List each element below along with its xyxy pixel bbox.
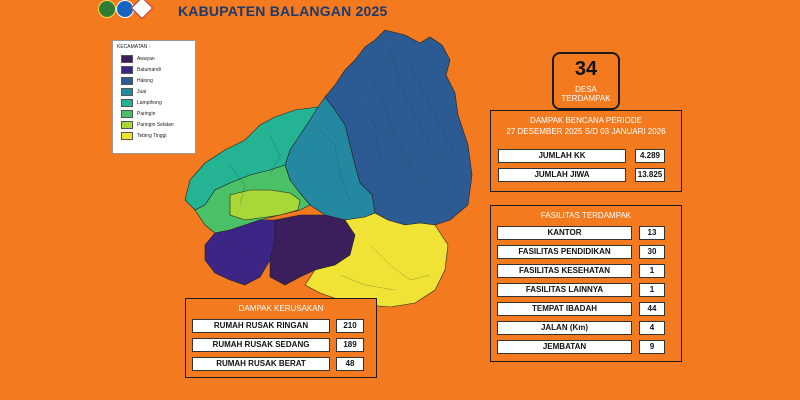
jumlah-jiwa-value: 13.825 xyxy=(635,168,665,182)
kerusakan-row-value: 189 xyxy=(336,338,364,352)
legend-label: Paringin xyxy=(137,111,156,117)
legend-label: Awayan xyxy=(137,56,155,62)
legend-label: Batumandi xyxy=(137,67,161,73)
fasilitas-row-label: JEMBATAN xyxy=(497,340,632,354)
legend-item: Juai xyxy=(121,88,146,96)
legend-swatch xyxy=(121,99,133,107)
fasilitas-row-label: KANTOR xyxy=(497,226,632,240)
legend-item: Halong xyxy=(121,77,153,85)
fasilitas-row-value: 13 xyxy=(639,226,665,240)
kerusakan-row-value: 210 xyxy=(336,319,364,333)
fasilitas-row-value: 1 xyxy=(639,283,665,297)
legend-item: Paringin Selatan xyxy=(121,121,174,129)
kerusakan-row-label: RUMAH RUSAK RINGAN xyxy=(192,319,330,333)
fasilitas-row-label: FASILITAS PENDIDIKAN xyxy=(497,245,632,259)
legend-item: Tebing Tinggi xyxy=(121,132,166,140)
desa-terdampak-box: 34 DESA TERDAMPAK xyxy=(552,52,620,110)
panel-title: DAMPAK BENCANA PERIODE xyxy=(530,116,642,125)
desa-count: 34 xyxy=(574,58,598,80)
jumlah-kk-label: JUMLAH KK xyxy=(498,149,626,163)
fasilitas-row-value: 1 xyxy=(639,264,665,278)
fasilitas-row-label: JALAN (Km) xyxy=(497,321,632,335)
fasilitas-row-label: FASILITAS KESEHATAN xyxy=(497,264,632,278)
legend-title: KECAMATAN : xyxy=(117,44,151,50)
fasilitas-row-label: TEMPAT IBADAH xyxy=(497,302,632,316)
legend-item: Paringin xyxy=(121,110,155,118)
legend-label: Halong xyxy=(137,78,153,84)
regency-logo-icon xyxy=(98,0,116,18)
fasilitas-row-value: 4 xyxy=(639,321,665,335)
fasilitas-row-label: FASILITAS LAINNYA xyxy=(497,283,632,297)
legend-label: Tebing Tinggi xyxy=(137,133,167,139)
page-title: KABUPATEN BALANGAN 2025 xyxy=(178,3,388,19)
kerusakan-row-label: RUMAH RUSAK BERAT xyxy=(192,357,330,371)
header-bar: KABUPATEN BALANGAN 2025 xyxy=(0,0,800,22)
district-map xyxy=(184,29,473,308)
legend-swatch xyxy=(121,55,133,63)
map-legend: KECAMATAN : Awayan Batumandi Halong Juai… xyxy=(112,40,196,154)
kerusakan-row-label: RUMAH RUSAK SEDANG xyxy=(192,338,330,352)
kerusakan-row-value: 48 xyxy=(336,357,364,371)
map-region-paringin-selatan xyxy=(229,189,301,221)
legend-swatch xyxy=(121,121,133,129)
legend-swatch xyxy=(121,88,133,96)
desa-label: DESA TERDAMPAK xyxy=(554,85,618,103)
legend-label: Juai xyxy=(137,89,147,95)
panel-title: FASILITAS TERDAMPAK xyxy=(540,211,632,220)
desa-label-line2: TERDAMPAK xyxy=(561,94,611,103)
legend-label: Paringin Selatan xyxy=(137,122,174,128)
desa-label-line1: DESA xyxy=(575,85,597,94)
fasilitas-panel: FASILITAS TERDAMPAK KANTOR 13 FASILITAS … xyxy=(490,205,682,362)
panel-subtitle: 27 DESEMBER 2025 S/D 03 JANUARI 2026 xyxy=(506,127,666,136)
fasilitas-row-value: 9 xyxy=(639,340,665,354)
jumlah-kk-value: 4.289 xyxy=(635,149,665,163)
legend-label: Lampihong xyxy=(137,100,162,106)
panel-title: DAMPAK KERUSAKAN xyxy=(238,304,324,313)
legend-swatch xyxy=(121,110,133,118)
legend-swatch xyxy=(121,66,133,74)
dampak-kerusakan-panel: DAMPAK KERUSAKAN RUMAH RUSAK RINGAN 210 … xyxy=(185,298,377,378)
fasilitas-row-value: 30 xyxy=(639,245,665,259)
legend-swatch xyxy=(121,77,133,85)
legend-item: Batumandi xyxy=(121,66,161,74)
legend-item: Lampihong xyxy=(121,99,162,107)
jumlah-jiwa-label: JUMLAH JIWA xyxy=(498,168,626,182)
map-region-tebing-tinggi xyxy=(304,212,449,308)
map-region-batumandi xyxy=(204,219,276,286)
legend-item: Awayan xyxy=(121,55,155,63)
fasilitas-row-value: 44 xyxy=(639,302,665,316)
legend-swatch xyxy=(121,132,133,140)
dampak-bencana-panel: DAMPAK BENCANA PERIODE 27 DESEMBER 2025 … xyxy=(490,110,682,192)
